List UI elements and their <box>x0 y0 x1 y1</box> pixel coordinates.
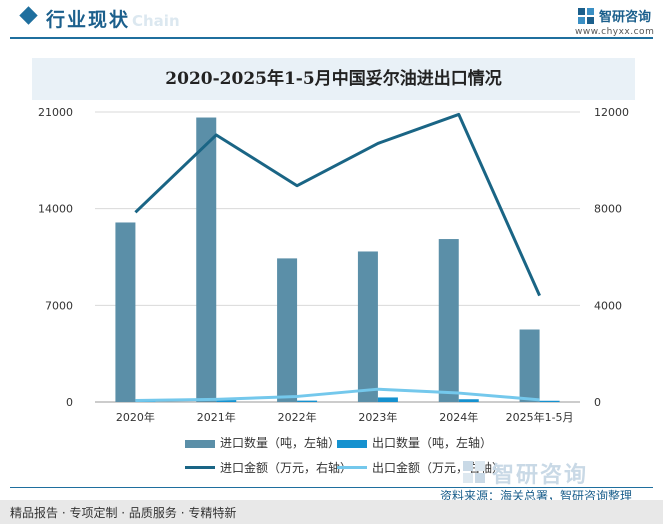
header-ghost-text: Chain <box>132 12 180 30</box>
footer-brand-icon <box>463 461 485 483</box>
page-footer: 资料来源：海关总署，智研咨询整理 精品报告 · 专项定制 · 品质服务 · 专精… <box>0 489 663 524</box>
footer-divider <box>10 487 653 488</box>
bar-export-qty <box>539 400 560 402</box>
y-left-tick-label: 21000 <box>38 106 73 119</box>
y-right-tick-label: 8000 <box>594 203 622 216</box>
x-tick-label: 2025年1-5月 <box>506 410 574 424</box>
x-tick-label: 2022年 <box>278 410 317 424</box>
x-tick-label: 2020年 <box>116 410 155 424</box>
bar-export-qty <box>297 400 318 402</box>
bar-import-qty <box>277 258 298 402</box>
bar-export-qty <box>377 397 398 402</box>
line-import-value <box>134 112 541 297</box>
data-source: 资料来源：海关总署，智研咨询整理 <box>440 489 633 503</box>
y-right-tick-label: 0 <box>594 396 601 409</box>
chart-title: 2020-2025年1-5月中国妥尔油进出口情况 <box>165 69 502 89</box>
brand-logo-text: 智研咨询 <box>599 10 652 25</box>
chart-plot: 0 7000 14000 21000 0 4000 8000 12000 2020年 2021年 2… <box>38 106 629 424</box>
line-export-value <box>135 387 540 403</box>
brand-logo-icon <box>578 8 594 24</box>
y-left-tick-label: 7000 <box>45 299 73 312</box>
bar-export-qty <box>458 399 479 402</box>
x-tick-label: 2023年 <box>358 410 397 424</box>
footer-tagline: 精品报告 · 专项定制 · 品质服务 · 专精特新 <box>10 506 237 520</box>
bar-import-qty <box>438 239 459 402</box>
x-tick-label: 2024年 <box>439 410 478 424</box>
brand-url: www.chyxx.com <box>575 27 655 37</box>
y-left-tick-label: 0 <box>66 396 73 409</box>
footer-bar <box>0 500 663 524</box>
bar-import-qty <box>115 222 136 402</box>
header-divider <box>10 37 653 39</box>
y-right-tick-label: 4000 <box>594 299 622 312</box>
footer-brand-text: 智研咨询 <box>492 463 589 488</box>
bar-import-qty <box>357 251 378 402</box>
x-tick-label: 2021年 <box>197 410 236 424</box>
section-title: 行业现状 <box>46 9 131 31</box>
bar-import-qty <box>196 117 217 403</box>
bar-import-qty <box>519 329 540 402</box>
y-left-tick-label: 14000 <box>38 203 73 216</box>
page-header: 行业现状 Chain 智研咨询 www.chyxx.com <box>0 0 663 40</box>
bar-export-qty <box>216 399 237 402</box>
y-right-tick-label: 12000 <box>594 106 629 119</box>
chart-title-bar: 2020-2025年1-5月中国妥尔油进出口情况 <box>32 58 635 100</box>
